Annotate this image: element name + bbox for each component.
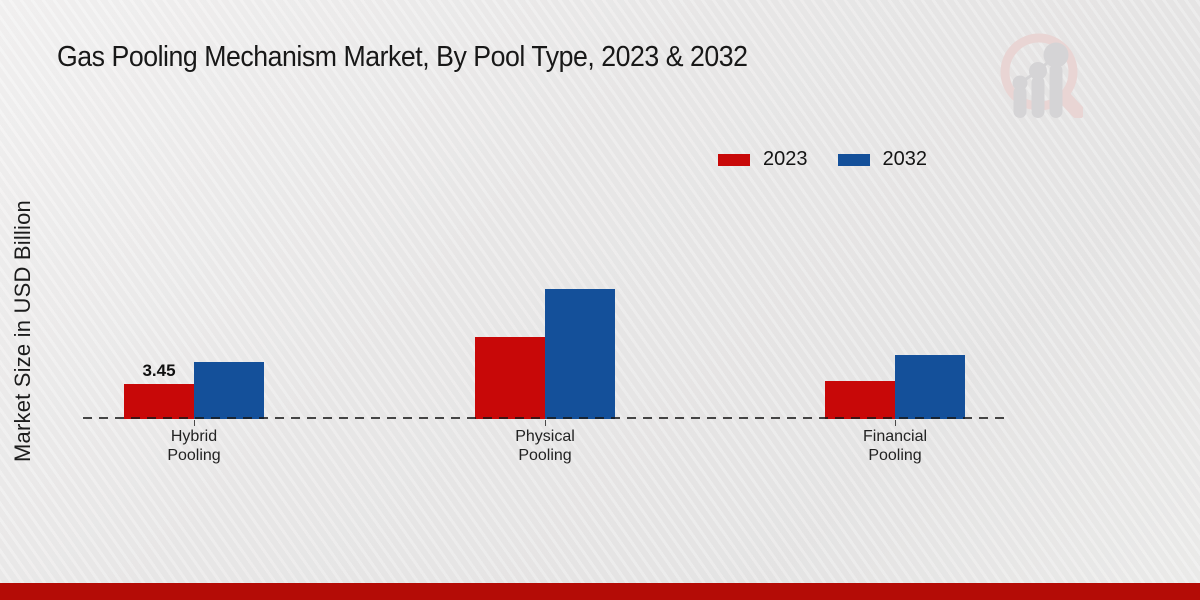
x-axis-tick xyxy=(545,420,546,426)
market-research-future-logo-watermark xyxy=(1000,33,1083,118)
bar-2023-hybrid-pooling xyxy=(124,384,194,419)
category-label-hybrid-pooling: Hybrid Pooling xyxy=(167,428,221,464)
bar-2023-financial-pooling xyxy=(825,381,895,419)
bar-2032-physical-pooling xyxy=(545,289,615,419)
legend-label-2023: 2023 xyxy=(763,148,808,170)
bar-value-label: 3.45 xyxy=(142,361,176,380)
legend-label-2032: 2032 xyxy=(882,148,928,170)
category-label-physical-pooling: Physical Pooling xyxy=(515,428,575,464)
legend-swatch-2032 xyxy=(837,153,870,166)
chart-legend: 2023 2032 xyxy=(718,148,927,171)
category-label-financial-pooling: Financial Pooling xyxy=(862,428,928,464)
x-axis-tick xyxy=(194,420,195,426)
footer-accent-bar xyxy=(0,583,1200,600)
bar-2023-physical-pooling xyxy=(475,337,545,419)
x-axis-tick xyxy=(895,420,896,426)
bar-2032-financial-pooling xyxy=(895,355,965,419)
x-axis-dashed-baseline xyxy=(83,417,1005,419)
legend-item-2032: 2032 xyxy=(837,148,928,171)
bar-2032-hybrid-pooling xyxy=(194,362,264,419)
legend-swatch-2023 xyxy=(718,153,750,166)
chart-title: Gas Pooling Mechanism Market, By Pool Ty… xyxy=(57,41,748,73)
legend-item-2023: 2023 xyxy=(718,148,808,171)
